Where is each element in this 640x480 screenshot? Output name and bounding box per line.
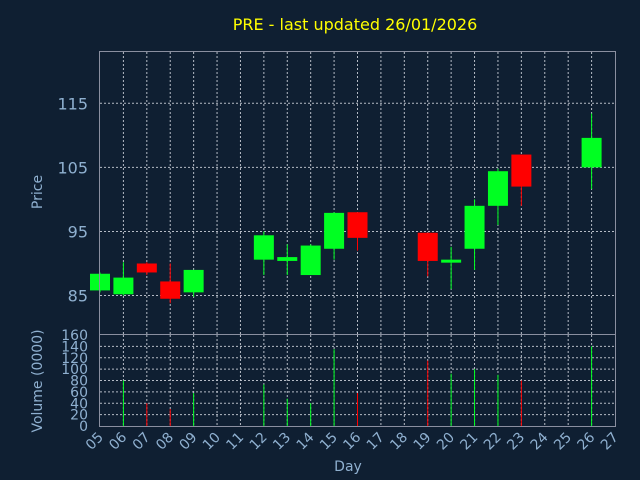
price-y-ticks: 85 95 105 115 [57, 94, 88, 305]
x-tick-label: 06 [106, 429, 130, 453]
candle-body [136, 263, 157, 273]
candle-body [487, 171, 508, 206]
volume-panel-frame [99, 334, 616, 427]
x-tick-label: 11 [223, 430, 247, 454]
price-y-axis-label: Price [30, 175, 46, 209]
candle-body [511, 154, 532, 187]
volume-tick-label: 160 [61, 328, 88, 344]
x-tick-label: 10 [200, 430, 224, 454]
candle [511, 154, 532, 206]
candle [253, 231, 274, 276]
price-tick-label: 85 [68, 287, 88, 306]
candle-body [277, 257, 298, 261]
candle-body [300, 245, 321, 276]
candle [277, 244, 298, 276]
candle [581, 113, 602, 190]
x-tick-label: 12 [247, 430, 271, 454]
candle [464, 199, 485, 270]
candle-body [160, 281, 181, 299]
x-tick-label: 21 [457, 430, 481, 454]
x-tick-label: 24 [528, 429, 552, 453]
candle [487, 168, 508, 226]
x-tick-label: 22 [481, 430, 505, 454]
price-tick-label: 115 [57, 94, 88, 113]
volume-bars [122, 346, 593, 426]
candle-body [113, 277, 134, 295]
price-tick-label: 95 [68, 222, 88, 241]
volume-tick-label: 80 [70, 374, 88, 390]
candles [90, 113, 602, 304]
volume-tick-label: 0 [79, 419, 88, 435]
price-tick-label: 105 [57, 158, 88, 177]
candle-body [464, 205, 485, 249]
x-ticks: 05 06 07 08 09 10 11 12 13 14 15 16 17 18 19 20 21 22 23 24… [83, 429, 622, 453]
x-tick-label: 16 [340, 429, 364, 453]
candle [324, 212, 345, 260]
x-tick-label: 17 [364, 430, 388, 454]
candle [160, 263, 181, 304]
x-axis-label: Day [334, 459, 362, 475]
candle [417, 232, 438, 277]
candle [113, 262, 134, 296]
x-tick-label: 19 [411, 430, 435, 454]
candle [300, 244, 321, 276]
x-tick-label: 26 [574, 429, 598, 453]
volume-tick-label: 60 [70, 385, 88, 401]
x-tick-label: 14 [294, 429, 318, 453]
x-tick-label: 08 [153, 430, 177, 454]
volume-tick-label: 140 [61, 339, 88, 355]
candle [136, 262, 157, 276]
x-tick-label: 25 [551, 430, 575, 454]
volume-tick-label: 20 [70, 408, 88, 424]
candle-body [347, 212, 368, 238]
volume-y-axis-label: Volume (0000) [30, 329, 46, 432]
x-tick-label: 18 [387, 430, 411, 454]
x-tick-label: 13 [270, 430, 294, 454]
chart-title: PRE - last updated 26/01/2026 [233, 15, 478, 34]
x-tick-label: 20 [434, 430, 458, 454]
x-tick-label: 15 [317, 430, 341, 454]
x-tick-label: 09 [177, 430, 201, 454]
candle [441, 246, 462, 290]
candle-body [253, 235, 274, 260]
volume-tick-label: 40 [70, 396, 88, 412]
candle-body [324, 212, 345, 249]
candle-body [581, 137, 602, 168]
x-tick-label: 23 [504, 430, 528, 454]
candle-body [183, 269, 204, 293]
x-tick-label: 07 [130, 430, 154, 454]
volume-tick-label: 120 [61, 351, 88, 367]
x-tick-label: 27 [598, 430, 622, 454]
volume-tick-label: 100 [61, 362, 88, 378]
candle-body [441, 259, 462, 263]
candle [183, 269, 204, 297]
candle-body [417, 232, 438, 261]
candle [347, 212, 368, 251]
